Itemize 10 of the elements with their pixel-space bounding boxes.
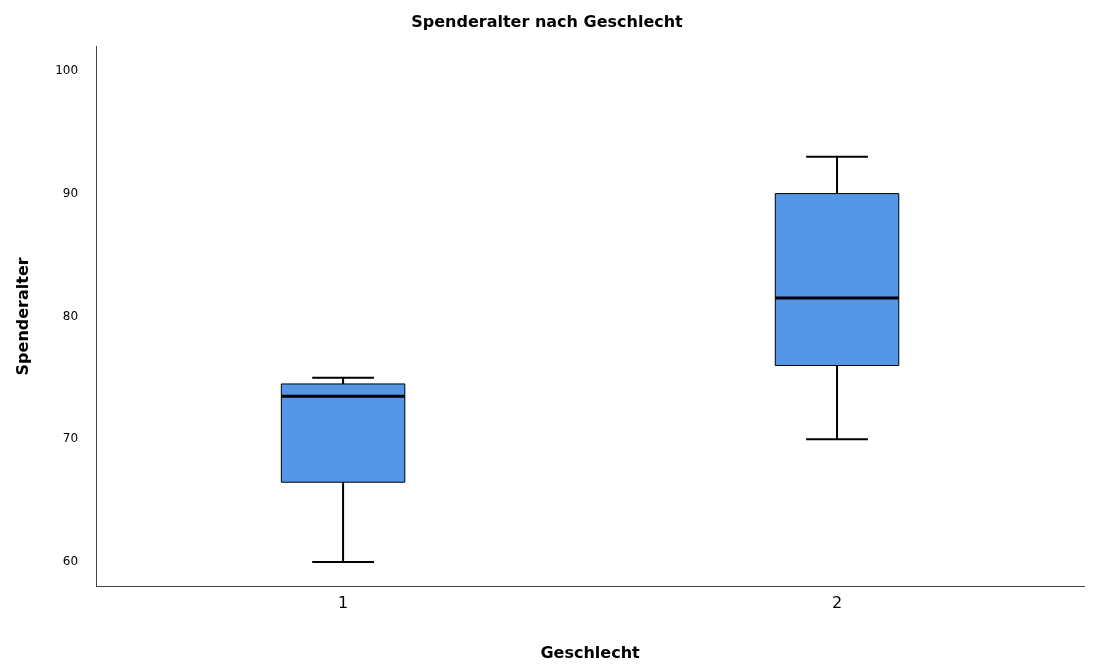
chart-title: Spenderalter nach Geschlecht	[411, 11, 684, 31]
x-tick-label: 2	[831, 593, 843, 613]
x-tick-label: 1	[337, 593, 349, 613]
y-axis-title: Spenderalter	[12, 257, 32, 376]
y-tick-label: 90	[62, 185, 79, 200]
y-tick-label: 70	[62, 431, 79, 446]
y-tick-label: 80	[62, 308, 79, 323]
x-axis-title: Geschlecht	[540, 642, 641, 662]
y-tick-label: 100	[55, 62, 79, 77]
y-tick-label: 60	[62, 554, 79, 569]
